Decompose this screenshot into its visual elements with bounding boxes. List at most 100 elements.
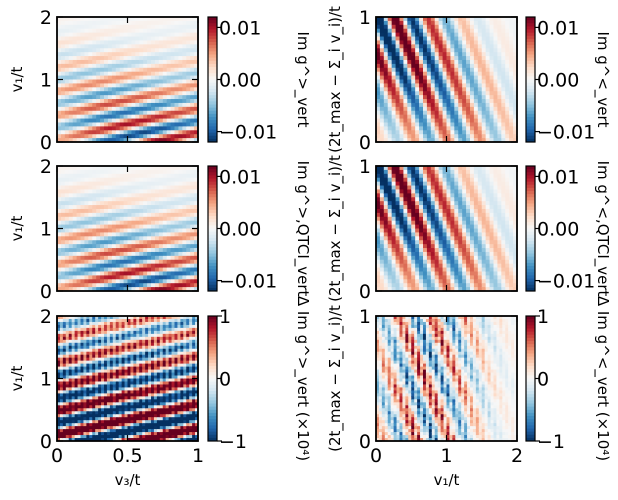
heatmap-cell [127,52,133,57]
heatmap-cell [489,99,495,104]
heatmap-cell [119,28,125,34]
heatmap-cell [158,118,164,124]
heatmap-cell [154,177,160,183]
heatmap-cell [147,279,152,284]
heatmap-cell [88,240,93,245]
heatmap-cell [139,110,144,116]
heatmap-cell [151,279,156,284]
heatmap-cell [403,236,408,241]
heatmap-cell [111,59,117,65]
heatmap-cell [442,114,448,120]
heatmap-cell [438,95,444,100]
colorbar-segment [208,206,217,211]
heatmap-cell [143,36,148,42]
heatmap-cell [458,110,463,116]
heatmap-cell [190,224,195,230]
heatmap-cell [391,44,397,49]
heatmap-cell [438,28,444,34]
heatmap-cell [135,255,140,261]
heatmap-cell [100,236,105,241]
heatmap-cell [88,263,93,269]
heatmap-cell [493,48,499,53]
heatmap-cell [119,48,125,53]
heatmap-cell [477,95,483,100]
heatmap-cell [119,83,125,88]
heatmap-cell [100,248,105,253]
heatmap-cell [72,212,78,218]
heatmap-cell [419,169,424,175]
heatmap-cell [76,232,82,237]
heatmap-cell [458,99,463,104]
heatmap-cell [493,95,499,100]
heatmap-cell [473,193,479,198]
heatmap-cell [80,263,86,269]
heatmap-cell [450,279,455,284]
heatmap-cell [123,56,129,61]
heatmap-cell [450,87,455,92]
colorbar-segment [526,231,535,236]
heatmap-cell [84,185,89,191]
heatmap-cell [96,130,101,135]
colorbar-segment [526,241,535,245]
heatmap-cell [60,212,66,218]
heatmap-cell [376,205,381,210]
heatmap-cell [92,106,97,112]
heatmap-cell [509,83,514,88]
heatmap-cell [423,52,428,57]
heatmap-cell [158,259,164,265]
heatmap-cell [107,263,113,269]
heatmap-cell [104,283,109,288]
heatmap-cell [419,259,424,265]
heatmap-cell [399,52,405,57]
heatmap-cell [154,181,160,187]
heatmap-cell [438,17,444,22]
heatmap-cell [470,189,475,194]
heatmap-cell [186,79,191,85]
heatmap-cell [505,177,510,183]
heatmap-cell [473,236,479,241]
heatmap-cell [170,75,176,81]
colorbar-segment [526,169,535,173]
heatmap-cell [513,48,517,53]
heatmap-cell [399,36,405,42]
heatmap-cell [64,91,70,96]
heatmap-cell [111,271,117,276]
heatmap-cell [64,28,70,34]
heatmap-cell [505,255,510,261]
heatmap-cell [423,216,428,222]
heatmap-cell [166,48,172,53]
heatmap-cell [88,212,93,218]
heatmap-cell [151,130,156,135]
heatmap-cell [80,201,86,206]
heatmap-cell [174,193,180,198]
heatmap-cell [147,40,152,45]
heatmap-cell [147,212,152,218]
heatmap-cell [64,59,70,65]
heatmap-cell [68,138,74,142]
heatmap-cell [96,48,101,53]
heatmap-cell [92,63,97,69]
heatmap-cell [68,130,74,135]
heatmap-cell [147,126,152,131]
heatmap-cell [509,263,514,269]
heatmap-cell [182,212,187,218]
heatmap-cell [423,130,428,135]
heatmap-cell [450,114,455,120]
heatmap-cell [194,75,198,81]
heatmap-cell [505,236,510,241]
heatmap-cell [501,259,506,265]
colorbar-segment [526,281,535,286]
heatmap-cell [450,267,455,273]
heatmap-cell [170,283,176,288]
heatmap-cell [119,114,125,120]
heatmap-cell [462,138,467,142]
heatmap-cell [376,71,381,77]
heatmap-cell [170,251,176,257]
heatmap-cell [194,283,198,288]
heatmap-cell [166,36,172,42]
heatmap-cell [147,201,152,206]
heatmap-cell [68,75,74,81]
heatmap-cell [446,193,452,198]
heatmap-cell [147,216,152,222]
heatmap-cell [76,244,82,249]
